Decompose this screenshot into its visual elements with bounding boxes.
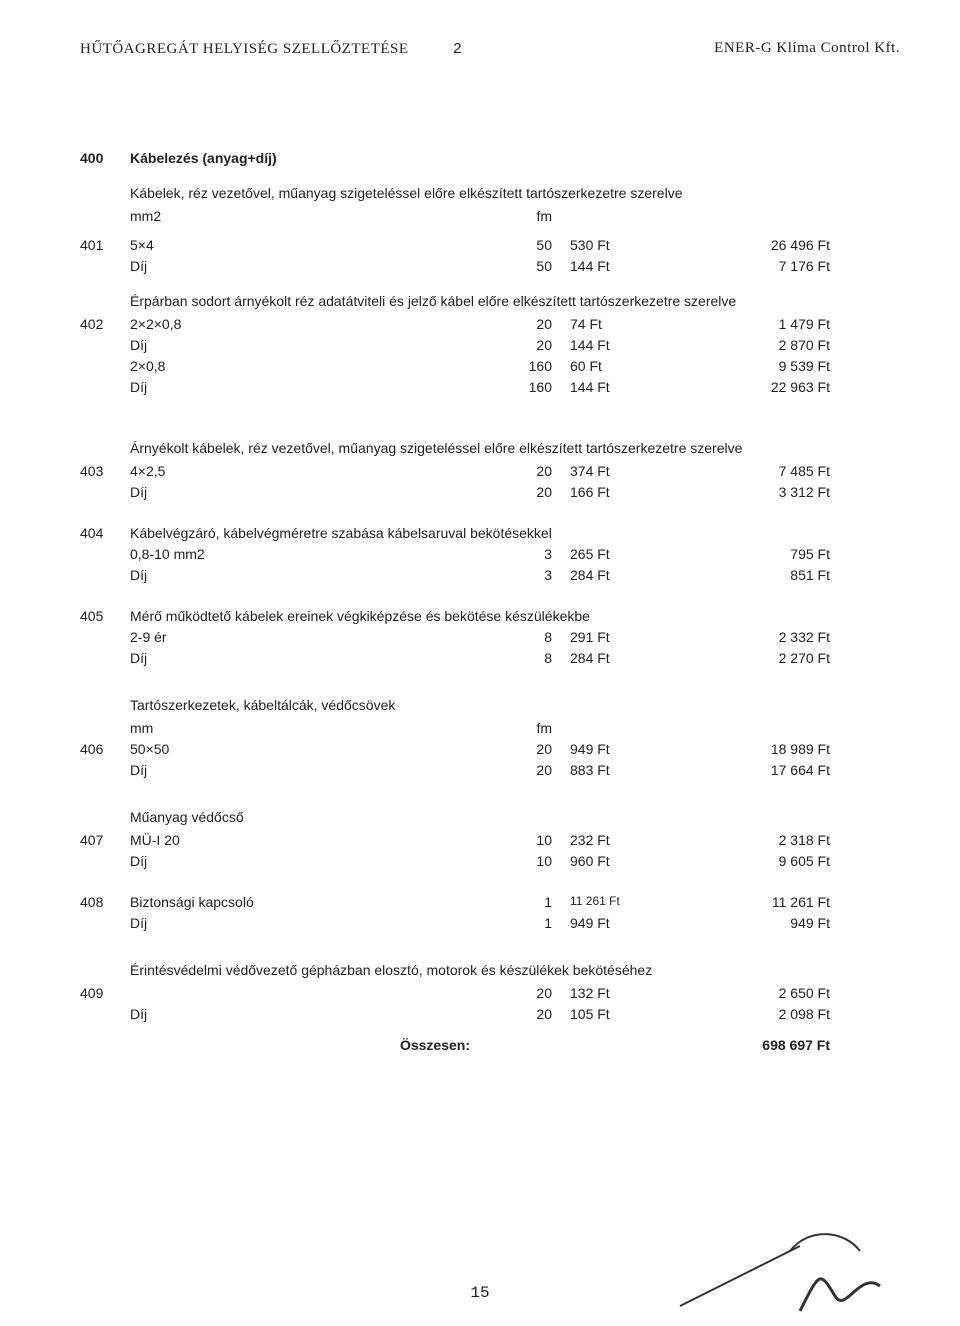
- section-409-desc: Érintésvédelmi védővezető gépházban elos…: [130, 960, 900, 981]
- section-400-row: 400 Kábelezés (anyag+díj): [80, 148, 900, 169]
- page-number: 15: [470, 1284, 489, 1302]
- section-400-desc: Kábelek, réz vezetővel, műanyag szigetel…: [130, 183, 900, 204]
- col-left: mm2: [130, 206, 510, 227]
- table-row: 409 20 132 Ft 2 650 Ft: [80, 983, 900, 1004]
- table-row: Díj 3 284 Ft 851 Ft: [80, 565, 900, 586]
- table-row: 2-9 ér 8 291 Ft 2 332 Ft: [80, 627, 900, 648]
- section-403-desc: Árnyékolt kábelek, réz vezetővel, műanya…: [130, 438, 900, 459]
- signature-icon: [670, 1216, 900, 1316]
- table-row: 403 4×2,5 20 374 Ft 7 485 Ft: [80, 461, 900, 482]
- total-row: Összesen: 698 697 Ft: [80, 1037, 900, 1053]
- table-row: Díj 20 144 Ft 2 870 Ft: [80, 335, 900, 356]
- table-row: 2×0,8 160 60 Ft 9 539 Ft: [80, 356, 900, 377]
- section-title: Kábelezés (anyag+díj): [130, 148, 510, 169]
- section-407-desc: Műanyag védőcső: [130, 807, 900, 828]
- header-section-number: 2: [453, 40, 462, 57]
- page-header: HŰTŐAGREGÁT HELYISÉG SZELLŐZTETÉSE 2 ENE…: [80, 40, 900, 58]
- table-row: 408 Biztonsági kapcsoló 1 11 261 Ft 11 2…: [80, 892, 900, 913]
- table-row: Díj 20 883 Ft 17 664 Ft: [80, 760, 900, 781]
- section-406-desc: Tartószerkezetek, kábeltálcák, védőcsöve…: [130, 695, 900, 716]
- document-page: HŰTŐAGREGÁT HELYISÉG SZELLŐZTETÉSE 2 ENE…: [0, 0, 960, 1326]
- table-row: Díj 10 960 Ft 9 605 Ft: [80, 851, 900, 872]
- table-row: Díj 20 105 Ft 2 098 Ft: [80, 1004, 900, 1025]
- section-400-cols: mm2 fm: [80, 206, 900, 227]
- table-row: Díj 20 166 Ft 3 312 Ft: [80, 482, 900, 503]
- table-row: 405 Mérő működtető kábelek ereinek végki…: [80, 606, 900, 627]
- table-row: Díj 160 144 Ft 22 963 Ft: [80, 377, 900, 398]
- table-row: 404 Kábelvégzáró, kábelvégméretre szabás…: [80, 523, 900, 544]
- table-row: 401 5×4 50 530 Ft 26 496 Ft: [80, 235, 900, 256]
- total-label: Összesen:: [130, 1037, 510, 1053]
- header-title-left: HŰTŐAGREGÁT HELYISÉG SZELLŐZTETÉSE: [80, 41, 409, 57]
- table-row: 402 2×2×0,8 20 74 Ft 1 479 Ft: [80, 314, 900, 335]
- table-row: Díj 50 144 Ft 7 176 Ft: [80, 256, 900, 277]
- section-406-cols: mm fm: [80, 718, 900, 739]
- table-row: 406 50×50 20 949 Ft 18 989 Ft: [80, 739, 900, 760]
- table-row: Díj 8 284 Ft 2 270 Ft: [80, 648, 900, 669]
- table-row: Díj 1 949 Ft 949 Ft: [80, 913, 900, 934]
- total-value: 698 697 Ft: [680, 1037, 830, 1053]
- section-id: 400: [80, 148, 130, 169]
- col-mid: fm: [510, 206, 570, 227]
- table-row: 0,8-10 mm2 3 265 Ft 795 Ft: [80, 544, 900, 565]
- header-left: HŰTŐAGREGÁT HELYISÉG SZELLŐZTETÉSE 2: [80, 40, 462, 58]
- header-title-right: ENER-G Klíma Control Kft.: [714, 40, 900, 58]
- table-row: 407 MÜ-I 20 10 232 Ft 2 318 Ft: [80, 830, 900, 851]
- section-402-desc: Érpárban sodort árnyékolt réz adatátvite…: [130, 291, 900, 312]
